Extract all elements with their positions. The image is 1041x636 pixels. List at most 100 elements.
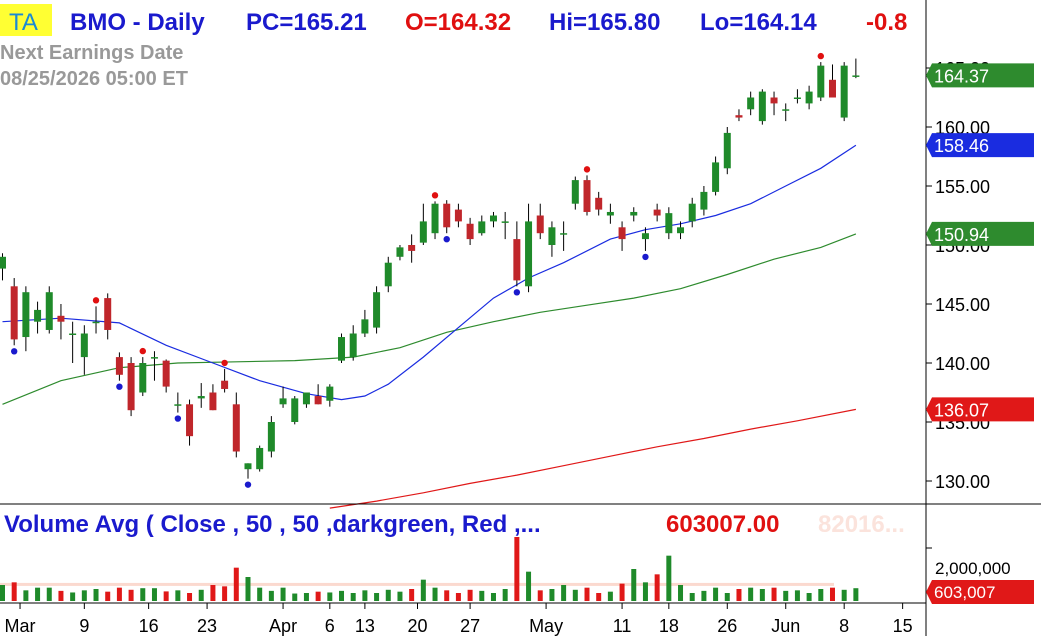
volume-bar [607,591,613,601]
candle-body [782,109,790,111]
candle-body [817,65,825,98]
volume-bar [526,571,532,601]
candle-body [209,392,217,411]
candle [256,445,264,472]
candle-body [408,245,416,251]
volume-bar [23,590,29,601]
candle-body [630,211,638,216]
candle [34,301,42,334]
candle-body [186,404,194,437]
axis-background [926,0,1041,636]
change-value: -0.8 [866,9,907,36]
price-tag [926,221,1034,246]
volume-bar [479,590,485,601]
low-price: Lo=164.14 [700,9,817,36]
candle [279,386,287,408]
candle [10,278,18,346]
candle [408,234,416,263]
price-tag-label: 150.94 [934,225,989,245]
volume-bar [642,582,648,601]
candle-body [595,197,603,210]
candle-body [127,363,135,411]
volume-bar [561,585,567,601]
volume-faded-value: 82016... [818,511,905,538]
x-tick-label: May [529,616,563,636]
candle [104,293,112,340]
candle-body [45,292,53,330]
volume-bar [163,591,169,601]
candle-body [139,363,147,393]
ma-20-line [2,144,857,401]
candle [314,384,322,405]
candle-body [256,447,264,470]
candle [361,309,369,338]
volume-bar [187,593,193,601]
y-tick-label: 160.00 [935,118,990,138]
candle-body [291,398,299,422]
candle [560,221,568,251]
x-tick-label: 6 [325,616,335,636]
volume-bar [409,589,415,601]
candle-body [536,215,544,234]
candle-body [384,262,392,287]
volume-bar [841,589,847,601]
candle [384,256,392,293]
candle [197,383,205,408]
candle [630,207,638,222]
candle [244,463,252,479]
volume-bar [666,555,672,601]
candle-body [723,132,731,169]
x-tick-label: 9 [79,616,89,636]
candle-body [373,292,381,328]
candle [653,203,661,222]
volume-bar [11,582,17,601]
volume-bar [853,588,859,601]
x-tick-label: 23 [197,616,217,636]
candle [419,203,427,245]
candle [232,392,240,458]
volume-bar [724,593,730,601]
candle [501,211,509,240]
candle-body [92,321,100,324]
candle [700,186,708,216]
volume-bar [327,592,333,601]
candle [536,203,544,240]
volume-bar [584,587,590,601]
candle [618,221,626,251]
x-tick-label: 13 [355,616,375,636]
open-price: O=164.32 [405,9,511,36]
candle [326,384,334,407]
volume-bar [198,589,204,601]
volume-bar [292,593,298,601]
candle [186,399,194,446]
candle [489,211,497,228]
volume-bar [771,587,777,601]
candle-body [758,91,766,122]
candle-body [747,97,755,110]
candle [852,58,860,79]
ta-badge[interactable] [0,4,52,36]
low-signal-dot [443,236,450,243]
volume-bar [397,591,403,601]
candle-body [34,309,42,322]
candle-body [793,97,801,99]
candle-body [244,463,252,470]
candle [723,127,731,175]
candle [22,286,30,352]
candle [0,253,6,281]
candle-body [513,239,521,281]
volume-bars [0,537,859,601]
candle-body [232,404,240,452]
high-signal-dot [92,297,100,304]
candle [793,89,801,104]
volume-average-line [0,582,834,586]
candle [805,85,813,110]
price-tag-label: 136.07 [934,400,989,420]
candle [583,175,591,216]
low-signal-dot [513,289,521,296]
candle [221,368,229,393]
high-signal-dot [139,347,146,355]
candle-body [361,319,369,334]
candle-body [805,91,813,104]
